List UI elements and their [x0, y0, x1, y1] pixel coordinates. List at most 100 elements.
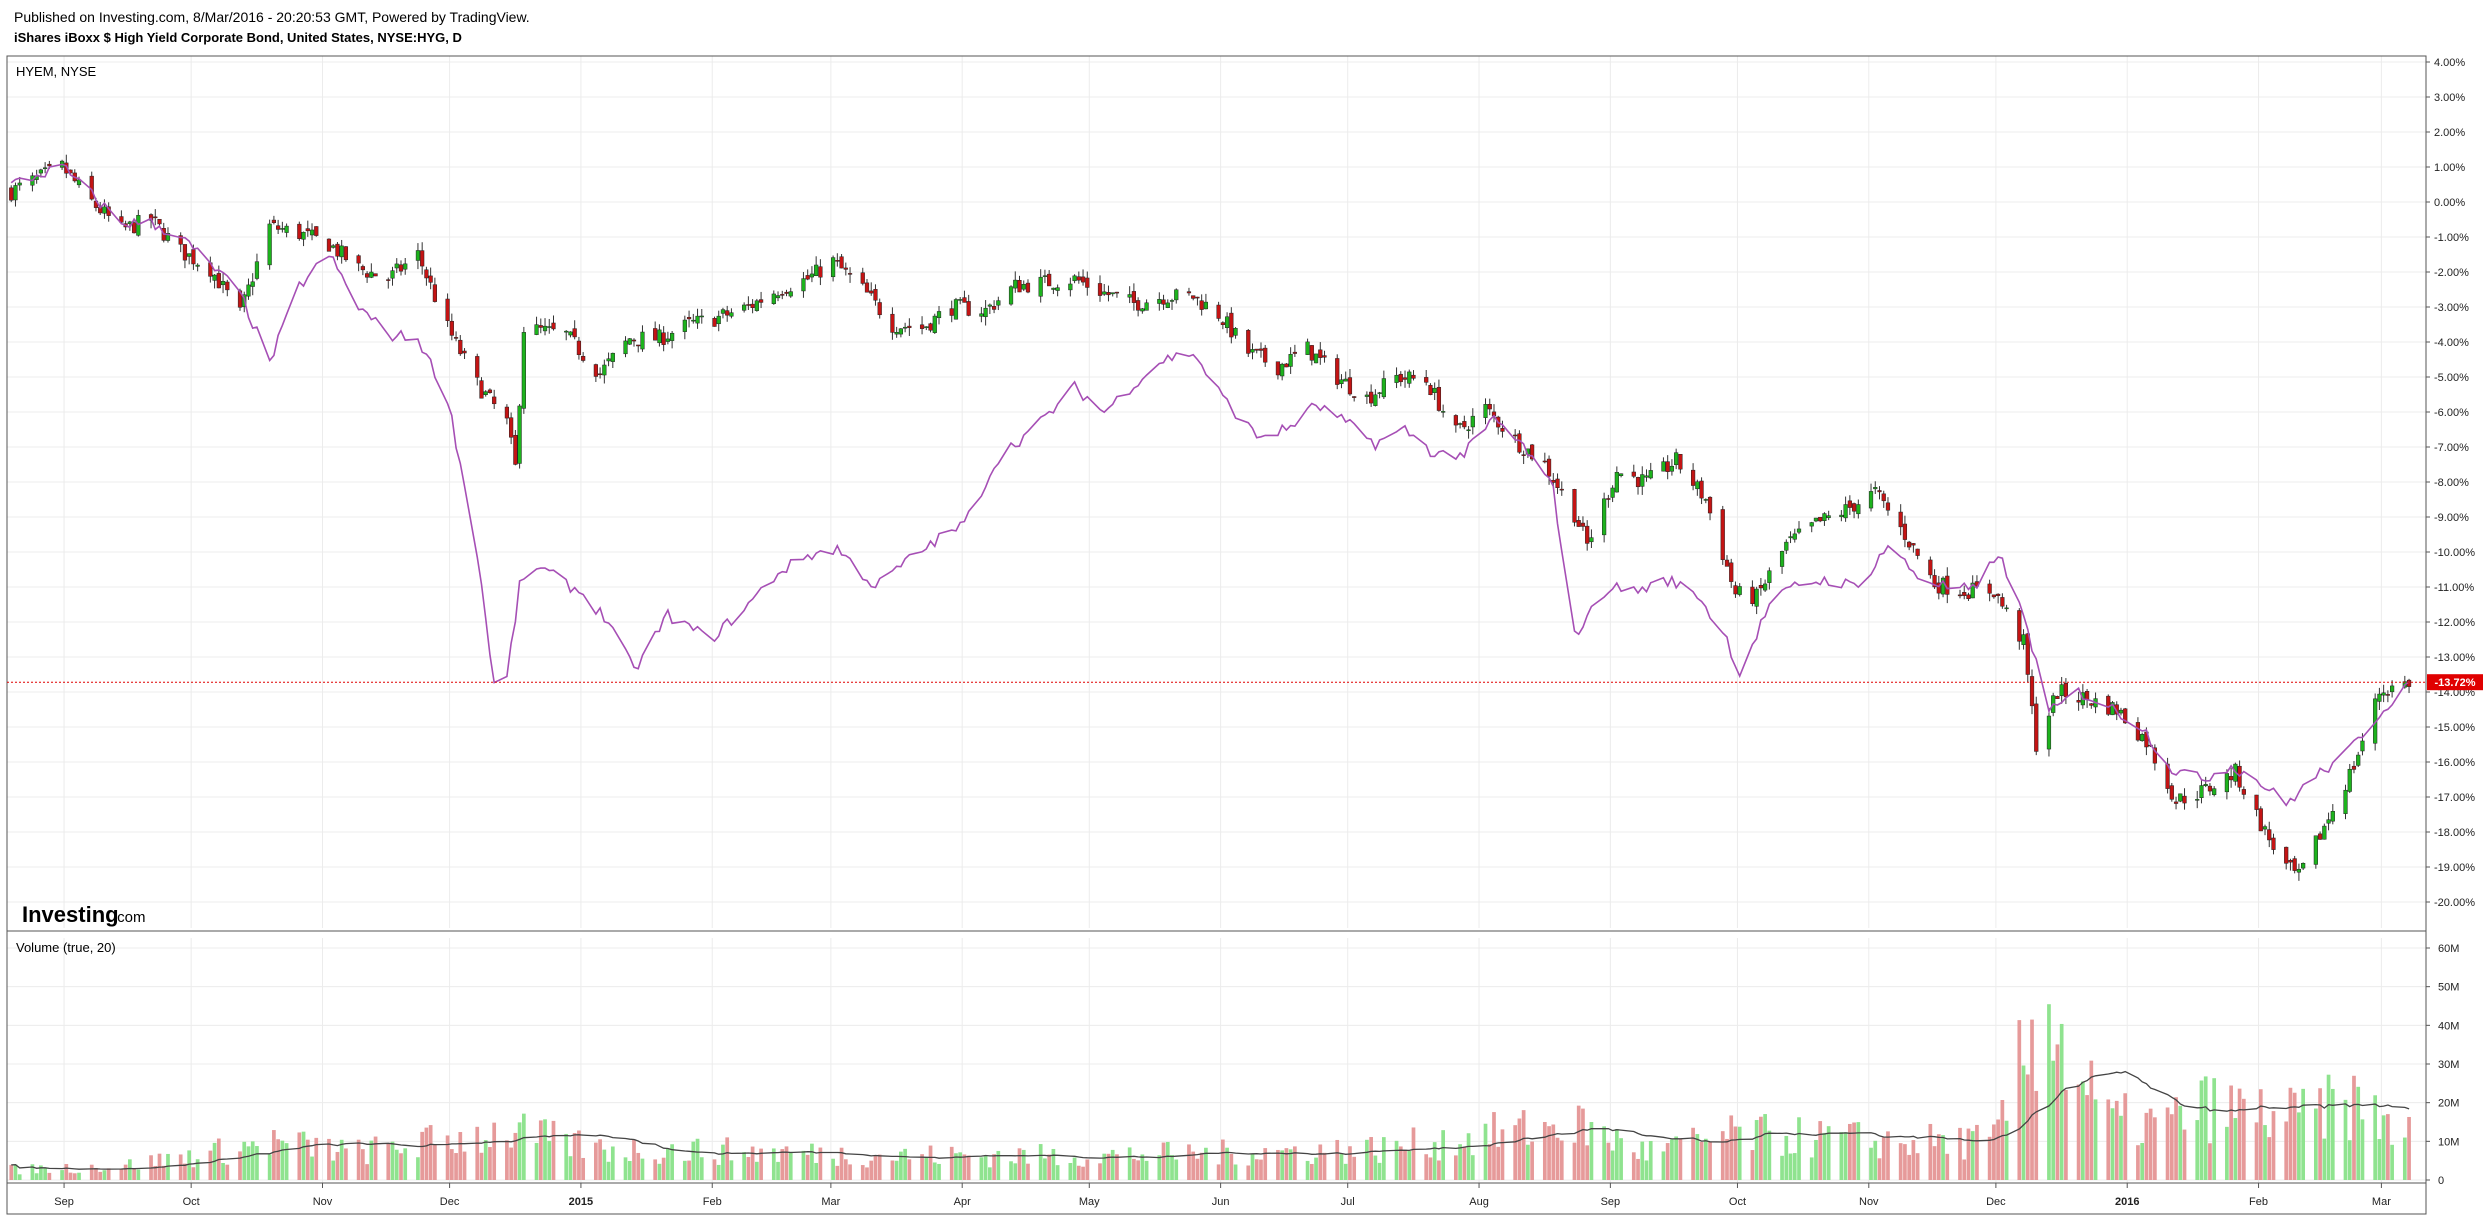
volume-bar	[729, 1160, 734, 1180]
candle-body	[2173, 801, 2179, 804]
candle	[712, 316, 717, 327]
candle-body	[2059, 684, 2064, 696]
candle	[1174, 288, 1179, 304]
volume-bar	[1903, 1144, 1907, 1180]
candle-body	[1813, 517, 1819, 522]
volume-bar	[954, 1153, 958, 1180]
price-tick-label: 1.00%	[2434, 162, 2465, 174]
candle	[1220, 321, 1225, 330]
candle	[195, 263, 200, 272]
candle	[1021, 280, 1026, 292]
comparison-line	[10, 163, 2410, 807]
candle-body	[2025, 633, 2030, 675]
volume-bar	[1640, 1141, 1645, 1180]
candle	[1487, 398, 1492, 416]
volume-bar	[543, 1119, 547, 1180]
candle	[2229, 767, 2234, 788]
volume-bar	[454, 1153, 458, 1180]
volume-bar	[94, 1167, 98, 1180]
candle-body	[2267, 829, 2272, 841]
candle	[1826, 510, 1831, 521]
instrument-title: iShares iBoxx $ High Yield Corporate Bon…	[14, 30, 462, 45]
volume-bar	[966, 1155, 971, 1180]
candle-body	[360, 266, 365, 271]
volume-bar	[102, 1170, 107, 1180]
volume-bar	[2225, 1126, 2229, 1180]
candle-body	[606, 358, 611, 362]
volume-bar	[1572, 1142, 1577, 1180]
candle	[564, 330, 569, 341]
logo-main: Investing	[22, 902, 119, 927]
candle	[742, 302, 747, 313]
candle	[1703, 498, 1708, 504]
candle	[479, 377, 484, 399]
candle	[369, 263, 374, 279]
volume-bar	[327, 1138, 331, 1180]
candle-body	[1665, 461, 1670, 472]
candle-body	[928, 323, 933, 331]
candle	[1080, 269, 1086, 286]
candle	[432, 277, 437, 303]
volume-bar	[2178, 1105, 2183, 1180]
candle	[1483, 398, 1488, 425]
candle-body	[1530, 444, 1535, 460]
candle	[1352, 396, 1357, 402]
volume-bar	[750, 1146, 755, 1180]
candle	[1453, 414, 1458, 433]
volume-bar	[445, 1135, 450, 1180]
candle-body	[246, 284, 251, 297]
time-tick-label: Nov	[313, 1196, 333, 1208]
volume-bar	[623, 1157, 628, 1180]
volume-bar	[873, 1155, 878, 1180]
volume-bar	[610, 1146, 615, 1180]
candle	[504, 404, 510, 425]
volume-bar	[2140, 1142, 2145, 1180]
candle-body	[1470, 415, 1475, 428]
volume-bar	[1343, 1163, 1348, 1180]
candle-body	[2292, 858, 2297, 871]
volume-bar	[725, 1137, 730, 1180]
candle-body	[157, 218, 162, 225]
candle	[1114, 291, 1120, 298]
candle	[1559, 481, 1564, 496]
candle	[1788, 531, 1793, 544]
candle	[1335, 354, 1340, 390]
volume-bar	[784, 1146, 789, 1180]
candle-body	[1373, 394, 1378, 406]
candle-body	[369, 271, 374, 278]
candle	[987, 303, 992, 315]
volume-bar	[1754, 1120, 1759, 1180]
candle-body	[517, 405, 522, 464]
candle	[1462, 415, 1467, 430]
investing-logo: Investing .com	[22, 902, 146, 927]
candle-body	[699, 315, 704, 318]
candle-body	[403, 263, 408, 270]
candle	[131, 221, 137, 234]
candle	[1381, 370, 1386, 399]
price-panel-label: HYEM, NYSE	[16, 64, 97, 79]
volume-bar	[1695, 1134, 1700, 1180]
time-tick-label: Dec	[1986, 1196, 2006, 1208]
candle-body	[1275, 361, 1281, 376]
volume-bar	[1763, 1114, 1767, 1180]
candle	[1695, 479, 1700, 496]
candle-body	[521, 332, 526, 409]
candle	[1250, 343, 1255, 360]
volume-bar	[1708, 1141, 1712, 1180]
volume-bar	[1348, 1146, 1352, 1180]
volume-bar	[2208, 1143, 2212, 1180]
candle	[2313, 835, 2318, 869]
candle	[1911, 543, 1916, 553]
candle	[1191, 295, 1196, 301]
volume-bar	[2059, 1023, 2064, 1180]
candle	[475, 353, 480, 386]
candle-body	[1216, 304, 1221, 319]
candle	[250, 273, 255, 296]
candle-body	[1055, 287, 1060, 291]
candle-body	[2106, 695, 2111, 715]
candle-body	[1868, 491, 1874, 509]
candle-body	[462, 350, 467, 354]
candle-body	[38, 169, 43, 174]
candle-body	[932, 315, 937, 333]
volume-bar	[1335, 1139, 1340, 1180]
